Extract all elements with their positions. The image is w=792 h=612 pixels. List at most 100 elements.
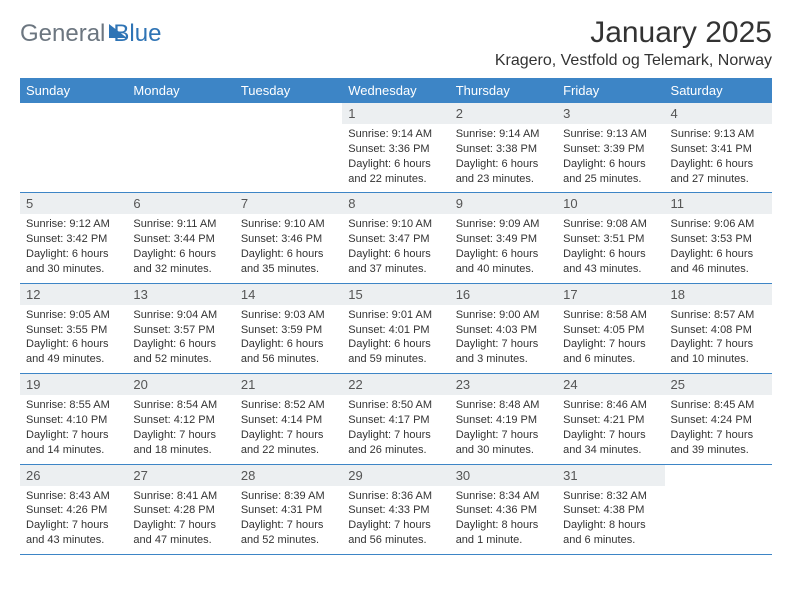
sunset-text: Sunset: 4:33 PM (348, 503, 443, 518)
sunrise-text: Sunrise: 9:12 AM (26, 217, 121, 232)
day-content: Sunrise: 9:12 AMSunset: 3:42 PMDaylight:… (20, 214, 127, 282)
calendar-day-cell: 20Sunrise: 8:54 AMSunset: 4:12 PMDayligh… (127, 374, 234, 464)
sunrise-text: Sunrise: 8:57 AM (671, 308, 766, 323)
daylight-line2: and 30 minutes. (456, 443, 551, 458)
calendar-day-cell: 6Sunrise: 9:11 AMSunset: 3:44 PMDaylight… (127, 193, 234, 283)
daylight-line1: Daylight: 7 hours (671, 337, 766, 352)
calendar-day-cell: 24Sunrise: 8:46 AMSunset: 4:21 PMDayligh… (557, 374, 664, 464)
calendar-day-cell: 10Sunrise: 9:08 AMSunset: 3:51 PMDayligh… (557, 193, 664, 283)
calendar-day-cell: 9Sunrise: 9:09 AMSunset: 3:49 PMDaylight… (450, 193, 557, 283)
day-number: 2 (450, 103, 557, 124)
daylight-line2: and 10 minutes. (671, 352, 766, 367)
calendar-body: ......1Sunrise: 9:14 AMSunset: 3:36 PMDa… (20, 103, 772, 554)
calendar-day-cell: 7Sunrise: 9:10 AMSunset: 3:46 PMDaylight… (235, 193, 342, 283)
day-number: 15 (342, 284, 449, 305)
day-number: 26 (20, 465, 127, 486)
daylight-line2: and 32 minutes. (133, 262, 228, 277)
daylight-line1: Daylight: 6 hours (133, 337, 228, 352)
sunset-text: Sunset: 4:08 PM (671, 323, 766, 338)
day-content: Sunrise: 9:00 AMSunset: 4:03 PMDaylight:… (450, 305, 557, 373)
day-number: 23 (450, 374, 557, 395)
weekday-header: Tuesday (235, 78, 342, 103)
day-content: Sunrise: 8:46 AMSunset: 4:21 PMDaylight:… (557, 395, 664, 463)
daylight-line1: Daylight: 6 hours (26, 247, 121, 262)
calendar-day-cell: 1Sunrise: 9:14 AMSunset: 3:36 PMDaylight… (342, 103, 449, 193)
daylight-line2: and 3 minutes. (456, 352, 551, 367)
sunrise-text: Sunrise: 8:34 AM (456, 489, 551, 504)
sunset-text: Sunset: 4:38 PM (563, 503, 658, 518)
weekday-header: Friday (557, 78, 664, 103)
calendar-day-cell: 18Sunrise: 8:57 AMSunset: 4:08 PMDayligh… (665, 283, 772, 373)
day-number: 7 (235, 193, 342, 214)
daylight-line1: Daylight: 7 hours (241, 518, 336, 533)
calendar-day-cell: 4Sunrise: 9:13 AMSunset: 3:41 PMDaylight… (665, 103, 772, 193)
day-content: Sunrise: 8:48 AMSunset: 4:19 PMDaylight:… (450, 395, 557, 463)
day-number: 11 (665, 193, 772, 214)
sunrise-text: Sunrise: 9:10 AM (241, 217, 336, 232)
day-number: 27 (127, 465, 234, 486)
sunrise-text: Sunrise: 9:13 AM (671, 127, 766, 142)
day-number: 1 (342, 103, 449, 124)
location-text: Kragero, Vestfold og Telemark, Norway (495, 52, 772, 70)
sunrise-text: Sunrise: 9:04 AM (133, 308, 228, 323)
day-content: Sunrise: 9:11 AMSunset: 3:44 PMDaylight:… (127, 214, 234, 282)
daylight-line2: and 35 minutes. (241, 262, 336, 277)
daylight-line1: Daylight: 7 hours (348, 518, 443, 533)
day-content: Sunrise: 9:13 AMSunset: 3:39 PMDaylight:… (557, 124, 664, 192)
calendar-day-cell: 15Sunrise: 9:01 AMSunset: 4:01 PMDayligh… (342, 283, 449, 373)
day-number: 24 (557, 374, 664, 395)
sunset-text: Sunset: 4:21 PM (563, 413, 658, 428)
sunrise-text: Sunrise: 8:41 AM (133, 489, 228, 504)
day-content: Sunrise: 8:57 AMSunset: 4:08 PMDaylight:… (665, 305, 772, 373)
daylight-line1: Daylight: 7 hours (133, 518, 228, 533)
calendar-day-cell: 27 Sunrise: 8:41 AMSunset: 4:28 PMDayligh… (127, 464, 234, 554)
daylight-line2: and 23 minutes. (456, 172, 551, 187)
day-content: Sunrise: 8:55 AMSunset: 4:10 PMDaylight:… (20, 395, 127, 463)
daylight-line2: and 56 minutes. (348, 533, 443, 548)
calendar-day-cell: .. (665, 464, 772, 554)
calendar-day-cell: 21Sunrise: 8:52 AMSunset: 4:14 PMDayligh… (235, 374, 342, 464)
sunrise-text: Sunrise: 9:03 AM (241, 308, 336, 323)
daylight-line1: Daylight: 6 hours (348, 337, 443, 352)
sunset-text: Sunset: 3:57 PM (133, 323, 228, 338)
day-number: 14 (235, 284, 342, 305)
day-number: 19 (20, 374, 127, 395)
day-number: 29 (342, 465, 449, 486)
sunset-text: Sunset: 3:38 PM (456, 142, 551, 157)
sunrise-text: Sunrise: 8:39 AM (241, 489, 336, 504)
sunrise-text: Sunrise: 9:08 AM (563, 217, 658, 232)
sunrise-text: Sunrise: 9:00 AM (456, 308, 551, 323)
daylight-line1: Daylight: 6 hours (563, 247, 658, 262)
day-number: 18 (665, 284, 772, 305)
sunset-text: Sunset: 4:28 PM (133, 503, 228, 518)
sunrise-text: Sunrise: 9:06 AM (671, 217, 766, 232)
weekday-header: Sunday (20, 78, 127, 103)
calendar-day-cell: 31Sunrise: 8:32 AMSunset: 4:38 PMDayligh… (557, 464, 664, 554)
calendar-day-cell: 22Sunrise: 8:50 AMSunset: 4:17 PMDayligh… (342, 374, 449, 464)
day-content: Sunrise: 9:05 AMSunset: 3:55 PMDaylight:… (20, 305, 127, 373)
day-content: Sunrise: 9:04 AMSunset: 3:57 PMDaylight:… (127, 305, 234, 373)
day-content: Sunrise: 8:43 AMSunset: 4:26 PMDaylight:… (20, 486, 127, 554)
daylight-line2: and 56 minutes. (241, 352, 336, 367)
daylight-line2: and 34 minutes. (563, 443, 658, 458)
day-number: 16 (450, 284, 557, 305)
sunset-text: Sunset: 3:44 PM (133, 232, 228, 247)
daylight-line1: Daylight: 6 hours (241, 247, 336, 262)
day-number: 9 (450, 193, 557, 214)
sunset-text: Sunset: 4:01 PM (348, 323, 443, 338)
calendar-day-cell: 23Sunrise: 8:48 AMSunset: 4:19 PMDayligh… (450, 374, 557, 464)
day-content: Sunrise: 8:58 AMSunset: 4:05 PMDaylight:… (557, 305, 664, 373)
sunset-text: Sunset: 3:53 PM (671, 232, 766, 247)
sunrise-text: Sunrise: 8:52 AM (241, 398, 336, 413)
calendar-head: SundayMondayTuesdayWednesdayThursdayFrid… (20, 78, 772, 103)
title-block: January 2025 Kragero, Vestfold og Telema… (495, 16, 772, 70)
daylight-line1: Daylight: 6 hours (456, 247, 551, 262)
daylight-line2: and 22 minutes. (348, 172, 443, 187)
daylight-line2: and 59 minutes. (348, 352, 443, 367)
sunrise-text: Sunrise: 8:55 AM (26, 398, 121, 413)
day-content: Sunrise: 8:52 AMSunset: 4:14 PMDaylight:… (235, 395, 342, 463)
daylight-line2: and 18 minutes. (133, 443, 228, 458)
sunrise-text: Sunrise: 8:45 AM (671, 398, 766, 413)
day-number: 30 (450, 465, 557, 486)
daylight-line2: and 43 minutes. (26, 533, 121, 548)
